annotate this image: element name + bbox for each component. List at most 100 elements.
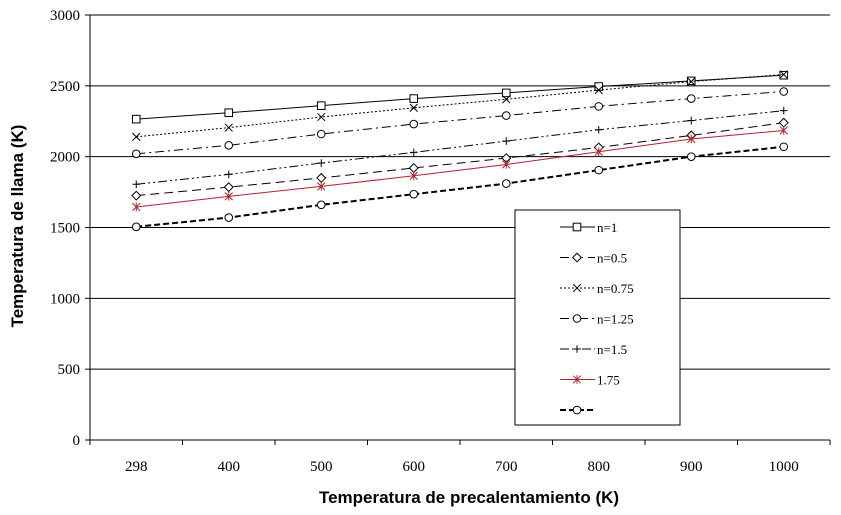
data-point: [132, 132, 141, 141]
data-point: [409, 103, 418, 112]
legend-label: n=1.25: [597, 312, 634, 327]
data-point: [594, 147, 603, 157]
series-group: [131, 70, 789, 232]
data-point: [594, 102, 604, 111]
legend-entry-5: n=1.5: [560, 342, 627, 357]
legend-label: n=1.5: [597, 342, 627, 357]
data-point: [687, 77, 696, 86]
data-point: [501, 179, 511, 188]
data-point: [779, 106, 788, 115]
y-tick-label: 2500: [50, 79, 80, 95]
tick-labels: 0 500 1000 1500 2000 2500 3000 298 400 500 600 700 8…: [50, 8, 799, 475]
legend-entry-7: [560, 405, 595, 415]
x-tick-label: 800: [588, 459, 611, 475]
series-5: [132, 106, 788, 189]
x-tick-label: 700: [495, 459, 518, 475]
data-point: [224, 213, 234, 222]
legend-entry-3: n=0.75: [560, 281, 634, 296]
data-point: [224, 123, 233, 132]
legend: n=1 n=0.5 n=0.75 n=1.25 n=1.5 1.75: [514, 209, 681, 426]
data-point: [131, 149, 141, 159]
legend-entry-2: n=0.5: [560, 251, 627, 266]
data-point: [502, 95, 511, 104]
legend-marker: [572, 405, 582, 415]
legend-marker: [573, 345, 581, 353]
series-line: [136, 110, 784, 185]
data-point: [778, 117, 789, 128]
data-point: [409, 171, 418, 181]
legend-box: [514, 209, 681, 426]
data-point: [409, 189, 419, 199]
series-1: [131, 70, 789, 124]
data-point: [317, 159, 326, 167]
data-point: [594, 125, 603, 134]
data-point: [224, 170, 233, 179]
axes: [85, 14, 831, 445]
x-tick-label: 900: [680, 459, 703, 475]
data-point: [132, 202, 141, 212]
legend-label: n=1: [597, 220, 617, 235]
data-point: [502, 137, 511, 145]
x-tick-label: 600: [403, 459, 426, 475]
legend-label: n=0.5: [597, 251, 627, 266]
data-point: [408, 162, 419, 174]
series-line: [136, 145, 784, 228]
data-point: [594, 85, 603, 95]
series-line: [136, 91, 784, 155]
y-tick-label: 500: [58, 362, 81, 378]
series-3: [132, 70, 788, 141]
legend-label: 1.75: [597, 373, 620, 388]
x-tick-label: 298: [125, 459, 148, 475]
y-axis-title: Temperatura de llama (K): [8, 125, 27, 328]
legend-marker: [572, 283, 582, 293]
data-point: [686, 76, 696, 86]
data-point: [779, 70, 789, 80]
data-point: [501, 111, 511, 120]
data-point: [224, 141, 234, 150]
data-point: [409, 148, 418, 157]
data-point: [686, 94, 696, 103]
data-point: [316, 129, 326, 139]
data-point: [779, 142, 789, 152]
data-point: [316, 101, 326, 110]
y-tick-label: 0: [73, 433, 81, 449]
data-point: [223, 182, 234, 193]
data-point: [779, 126, 788, 135]
data-point: [317, 112, 326, 122]
series-line: [136, 74, 784, 138]
data-point: [501, 88, 511, 98]
data-point: [316, 172, 327, 183]
x-tick-label: 400: [218, 459, 241, 475]
legend-entry-4: n=1.25: [560, 312, 634, 327]
data-point: [687, 116, 696, 125]
data-point: [131, 114, 141, 124]
legend-entry-6: 1.75: [560, 373, 620, 388]
legend-label: n=0.75: [597, 281, 634, 296]
y-tick-label: 3000: [50, 8, 80, 24]
data-point: [316, 200, 326, 210]
data-point: [317, 182, 326, 191]
data-point: [409, 119, 419, 129]
data-point: [224, 192, 233, 201]
data-point: [409, 94, 419, 103]
data-point: [502, 160, 511, 169]
y-tick-label: 1000: [50, 291, 80, 307]
data-point: [779, 70, 788, 79]
data-point: [779, 87, 789, 96]
series-4: [131, 87, 789, 159]
series-line: [136, 122, 784, 197]
series-line: [136, 74, 784, 120]
legend-marker: [572, 375, 582, 384]
legend-marker: [571, 252, 583, 263]
legend-marker: [572, 222, 582, 232]
data-point: [131, 190, 142, 201]
series-7: [131, 142, 789, 232]
series-line: [136, 129, 784, 208]
data-point: [686, 152, 696, 161]
series-6: [132, 126, 788, 212]
x-tick-label: 1000: [769, 459, 799, 475]
x-axis-title: Temperatura de precalentamiento (K): [319, 488, 619, 507]
data-point: [224, 108, 234, 118]
data-point: [594, 165, 604, 175]
